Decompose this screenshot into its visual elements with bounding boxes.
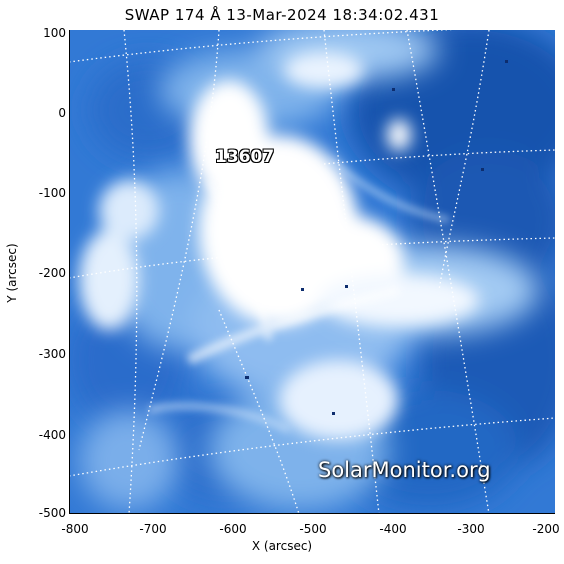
x-tick-label: -300 [457, 522, 485, 536]
y-tick-label: -500 [38, 506, 66, 520]
heliographic-grid [69, 30, 555, 514]
y-tick-label: -300 [38, 347, 66, 361]
y-tick-label: 0 [58, 106, 66, 120]
left-axis-line [69, 30, 70, 514]
bottom-axis-line [69, 513, 555, 514]
x-tick-label: -200 [532, 522, 560, 536]
x-tick-label: -800 [61, 522, 89, 536]
x-tick-label: -700 [139, 522, 167, 536]
solar-image [69, 30, 555, 514]
x-tick-label: -400 [379, 522, 407, 536]
euv-image-render [69, 30, 555, 514]
watermark: SolarMonitor.org [318, 458, 491, 482]
active-region-label: 13607 [215, 147, 275, 167]
y-tick-label: -100 [38, 186, 66, 200]
y-tick-label: -200 [38, 266, 66, 280]
loop-structures [148, 157, 450, 434]
x-axis-title: X (arcsec) [251, 539, 313, 553]
x-tick-label: -500 [299, 522, 327, 536]
noise-speckles [245, 60, 508, 415]
image-title: SWAP 174 Å 13-Mar-2024 18:34:02.431 [124, 6, 440, 24]
y-tick-label: -400 [38, 428, 66, 442]
bright-regions [79, 52, 479, 440]
y-axis-title: Y (arcsec) [5, 243, 19, 303]
x-tick-label: -600 [219, 522, 247, 536]
y-tick-label: 100 [43, 26, 66, 40]
